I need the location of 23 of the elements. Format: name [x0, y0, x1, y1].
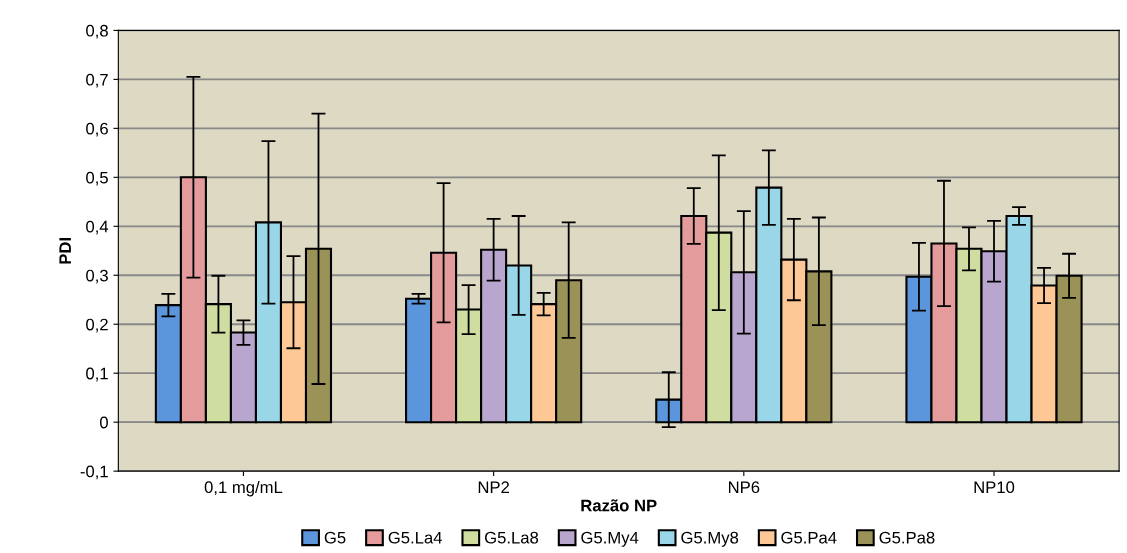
y-axis-title: PDI	[59, 238, 71, 264]
legend-label: G5	[324, 531, 346, 544]
y-tick-label: 0,7	[86, 73, 108, 88]
legend-label: G5.La8	[484, 531, 539, 544]
legend-label: G5.My4	[581, 531, 639, 547]
legend-label: G5.Pa8	[879, 531, 935, 544]
y-tick-label: -0,1	[80, 465, 108, 480]
y-tick-label: 0	[100, 416, 108, 429]
legend-label: G5.My8	[681, 531, 739, 547]
y-tick-label: 0,8	[86, 24, 108, 39]
y-tick-label: 0,5	[86, 171, 108, 186]
x-tick-label: NP2	[478, 481, 509, 493]
legend-label: G5.Pa4	[781, 531, 837, 544]
y-tick-label: 0,4	[86, 220, 109, 235]
legend-label: G5.La4	[388, 531, 442, 544]
y-tick-label: 0,6	[86, 122, 108, 137]
x-tick-label: 0,1 mg/mL	[204, 480, 283, 497]
y-tick-label: 0,1	[86, 367, 108, 382]
x-tick-label: NP6	[728, 481, 760, 494]
y-tick-label: 0,3	[86, 269, 108, 284]
x-axis-title: Razão NP	[581, 499, 657, 512]
y-tick-label: 0,2	[86, 318, 108, 333]
x-tick-label: NP10	[974, 481, 1015, 494]
